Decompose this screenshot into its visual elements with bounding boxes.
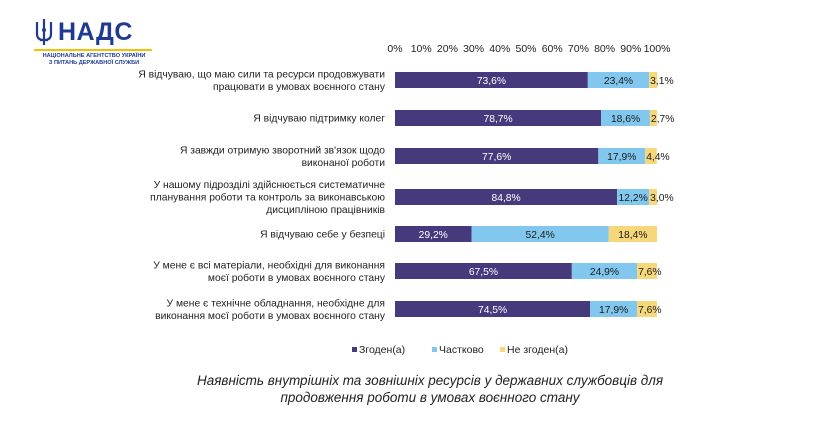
data-label: 74,5% — [478, 305, 507, 316]
data-label: 23,4% — [604, 76, 633, 87]
category-label-line: моєї роботи в умовах воєнного стану — [208, 272, 386, 284]
category-label: Я відчуваю підтримку колег — [253, 114, 385, 125]
data-label: 17,9% — [607, 152, 636, 163]
x-tick-label: 30% — [463, 43, 484, 55]
legend-item: Не згоден(а) — [500, 344, 568, 356]
category-labels: Я відчуваю, що маю сили та ресурси продо… — [138, 69, 385, 322]
legend-swatch — [352, 347, 357, 352]
legend-label: Згоден(а) — [359, 344, 405, 356]
x-tick-label: 70% — [568, 43, 589, 55]
data-label: 67,5% — [469, 267, 498, 278]
x-tick-label: 60% — [542, 43, 563, 55]
category-label-line: У мене є технічне обладнання, необхідне … — [167, 297, 385, 309]
data-label: 52,4% — [526, 230, 555, 241]
x-tick-label: 50% — [515, 43, 536, 55]
category-label-line: планування роботи та контроль за виконав… — [150, 192, 385, 204]
x-tick-label: 80% — [594, 43, 615, 55]
category-label-line: Я відчуваю підтримку колег — [253, 114, 385, 125]
category-label-line: У нашому підрозділі здійснюється система… — [154, 180, 386, 191]
data-label: 78,7% — [483, 114, 512, 125]
data-label: 4,4% — [646, 152, 669, 163]
caption-line-1: Наявність внутрішніх та зовнішніх ресурс… — [150, 372, 710, 389]
data-label: 7,6% — [638, 267, 661, 278]
x-tick-label: 0% — [387, 43, 402, 55]
legend-label: Частково — [439, 344, 484, 356]
legend: Згоден(а) Частково Не згоден(а) — [352, 344, 568, 356]
category-label: Я відчуваю, що маю сили та ресурси продо… — [138, 69, 385, 93]
category-label-line: Я відчуваю себе у безпеці — [260, 229, 385, 241]
data-label: 3,0% — [650, 193, 673, 204]
category-label: Я відчуваю себе у безпеці — [260, 229, 385, 241]
data-label: 24,9% — [590, 267, 619, 278]
data-label: 77,6% — [482, 152, 511, 163]
category-label: У мене є всі матеріали, необхідні для ви… — [153, 259, 386, 284]
legend-label: Не згоден(а) — [507, 344, 568, 356]
data-label: 29,2% — [419, 230, 448, 241]
x-tick-label: 40% — [489, 43, 510, 55]
chart-caption: Наявність внутрішніх та зовнішніх ресурс… — [150, 372, 710, 406]
x-axis-ticks: 0% 10% 20% 30% 40% 50% 60% 70% 80% 90% 100% — [387, 43, 670, 55]
category-label-line: працювати в умовах воєнного стану — [213, 82, 386, 93]
category-label-line: дисципліною працівників — [266, 205, 385, 216]
x-tick-label: 10% — [411, 43, 432, 55]
data-label: 2,7% — [651, 114, 674, 125]
data-label: 73,6% — [477, 76, 506, 87]
category-label: У нашому підрозділі здійснюється система… — [150, 180, 385, 216]
category-label-line: виконаної роботи — [302, 157, 386, 169]
caption-line-2: продовження роботи в умовах воєнного ста… — [150, 389, 710, 406]
data-label: 18,6% — [611, 114, 640, 125]
data-label: 18,4% — [618, 230, 647, 241]
data-label: 12,2% — [619, 193, 648, 204]
category-label-line: У мене є всі матеріали, необхідні для ви… — [153, 259, 385, 271]
data-label: 3,1% — [650, 76, 673, 87]
legend-swatch — [432, 347, 437, 352]
legend-item: Частково — [432, 344, 484, 356]
category-label: У мене є технічне обладнання, необхідне … — [155, 297, 386, 322]
category-label-line: Я завжди отримую зворотний зв'язок щодо — [180, 145, 385, 156]
category-label-line: Я відчуваю, що маю сили та ресурси продо… — [138, 69, 385, 80]
legend-swatch — [500, 347, 505, 352]
category-label: Я завжди отримую зворотний зв'язок щодов… — [180, 145, 385, 169]
stacked-bar-chart: 0% 10% 20% 30% 40% 50% 60% 70% 80% 90% 100% Я відч… — [0, 0, 820, 370]
x-tick-label: 20% — [437, 43, 458, 55]
legend-item: Згоден(а) — [352, 344, 405, 356]
category-label-line: виконання моєї роботи в умовах воєнного … — [155, 310, 386, 322]
data-label: 7,6% — [638, 305, 661, 316]
data-label: 84,8% — [491, 193, 520, 204]
x-tick-label: 100% — [644, 43, 671, 55]
x-tick-label: 90% — [620, 43, 641, 55]
data-label: 17,9% — [599, 305, 628, 316]
